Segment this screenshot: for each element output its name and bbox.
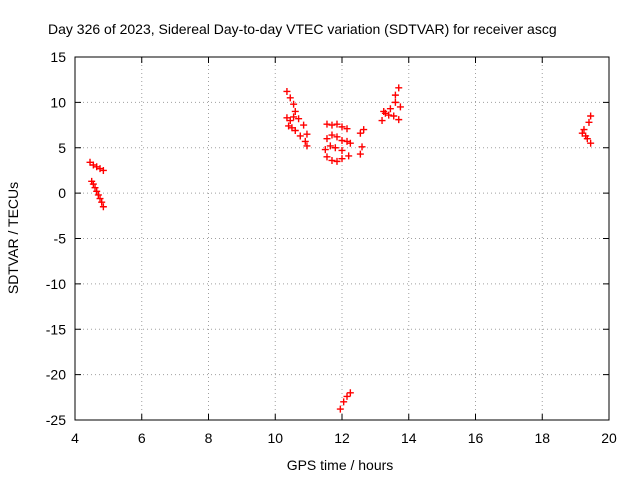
data-point [328,156,336,164]
y-axis-label: SDTVAR / TECUs [5,182,21,294]
y-tick-label: -15 [46,321,66,337]
x-tick-label: 16 [468,430,484,446]
data-point [395,116,403,124]
data-point [378,117,386,125]
data-point [301,137,309,145]
plot-frame [74,56,610,421]
data-point [291,107,299,115]
data-point [290,100,298,108]
data-point [346,389,354,397]
data-point [94,191,102,199]
data-point [338,146,346,154]
y-tick-label: 5 [58,140,66,156]
data-point [340,398,348,406]
y-tick-label: 10 [50,94,66,110]
grid [75,57,609,420]
data-point [323,120,331,128]
x-axis-label: GPS time / hours [287,457,394,473]
data-point [356,129,364,137]
data-point [333,133,341,141]
data-point [303,130,311,138]
data-point [331,144,339,152]
data-point [386,105,394,113]
x-tick-label: 12 [334,430,350,446]
x-tick-label: 10 [267,430,283,446]
y-tick-label: 0 [58,185,66,201]
data-point [395,84,403,92]
data-point [328,131,336,139]
y-tick-label: -25 [46,412,66,428]
data-point [360,126,368,134]
data-point [380,107,388,115]
data-point [585,118,593,126]
data-point [98,198,106,206]
data-point [296,132,304,140]
data-point [286,94,294,102]
data-point [578,129,586,137]
data-point [345,152,353,160]
data-point [358,143,366,151]
x-tick-label: 18 [534,430,550,446]
data-point [300,121,308,129]
data-point [333,120,341,128]
data-point [303,142,311,150]
data-point [295,115,303,123]
data-point [587,112,595,120]
data-point [336,405,344,413]
data-point [91,184,99,192]
data-point [338,123,346,131]
data-point [587,139,595,147]
data-point [290,113,298,121]
data-point [338,136,346,144]
data-point [323,135,331,143]
data-point [391,98,399,106]
data-point [338,155,346,163]
y-tick-label: 15 [50,49,66,65]
data-point [343,392,351,400]
y-tick-label: -10 [46,276,66,292]
data-point [93,187,101,195]
y-tick-label: -20 [46,367,66,383]
data-point [343,125,351,133]
data-point [356,150,364,158]
x-tick-label: 4 [71,430,79,446]
data-point [96,195,104,203]
data-point [321,146,329,154]
x-tick-label: 6 [138,430,146,446]
ticks: 4 6 8 10 12 14 16 18 20 -25 -20 -15 -10 -5 0 5 10 15 [46,49,617,446]
data-point [346,139,354,147]
data-point [99,203,107,211]
chart-title: Day 326 of 2023, Sidereal Day-to-day VTE… [48,21,557,37]
data-point [328,121,336,129]
x-tick-label: 20 [601,430,617,446]
data-point [333,157,341,165]
x-tick-label: 14 [401,430,417,446]
data-point [580,126,588,134]
data-point [291,127,299,135]
data-point [99,166,107,174]
data-points [86,84,595,413]
data-point [283,87,291,95]
data-point [323,153,331,161]
data-point [583,135,591,143]
y-tick-label: -5 [54,231,67,247]
x-tick-label: 8 [205,430,213,446]
data-point [286,117,294,125]
data-point [391,91,399,99]
data-point [390,112,398,120]
data-point [385,111,393,119]
data-point [89,180,97,188]
data-point [396,103,404,111]
data-point [326,142,334,150]
